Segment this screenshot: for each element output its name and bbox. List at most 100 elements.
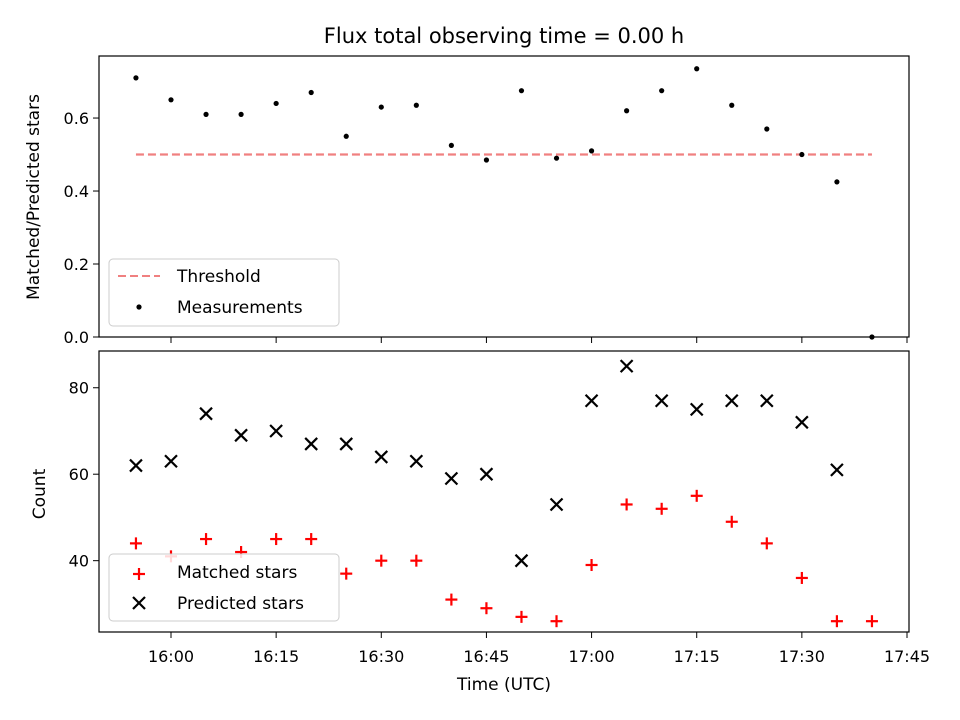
- measurement-point: [799, 151, 805, 158]
- matched-stars-point: [655, 502, 668, 515]
- predicted-stars-point: [689, 402, 704, 417]
- y-tick-label: 60: [69, 465, 89, 484]
- matched-stars-point: [480, 602, 493, 615]
- top-plot-area: [133, 66, 875, 340]
- matched-stars-point: [865, 615, 878, 628]
- predicted-stars-point: [654, 393, 669, 408]
- matched-stars-point: [515, 610, 528, 623]
- matched-stars-point: [445, 593, 458, 606]
- measurement-point: [378, 104, 384, 110]
- x-tick-label: 16:45: [463, 647, 509, 666]
- matched-stars-point: [550, 615, 563, 628]
- predicted-stars-point: [304, 437, 318, 451]
- predicted-stars-point: [199, 406, 213, 421]
- measurement-point: [448, 142, 454, 149]
- measurement-point: [764, 126, 770, 132]
- predicted-stars-point: [409, 454, 424, 469]
- x-tick-label: 17:15: [674, 647, 720, 666]
- x-axis-label: Time (UTC): [456, 675, 551, 695]
- predicted-stars-point: [549, 497, 564, 512]
- measurement-point: [343, 133, 349, 139]
- predicted-stars-point: [269, 424, 283, 438]
- predicted-stars-point: [374, 450, 389, 464]
- matched-stars-point: [410, 554, 423, 567]
- predicted-stars-point: [795, 415, 809, 430]
- bottom-plot-area: [129, 359, 878, 628]
- top-y-ticks: 0.0 0.2 0.4 0.6: [64, 109, 99, 347]
- measurement-point: [553, 155, 560, 161]
- predicted-stars-point: [444, 471, 459, 486]
- predicted-stars-point: [234, 428, 248, 443]
- matched-stars-point: [725, 515, 738, 528]
- predicted-stars-point: [514, 553, 529, 568]
- bottom-legend: Matched stars Predicted stars: [108, 553, 340, 622]
- bottom-y-axis-label: Count: [30, 468, 50, 519]
- measurement-point: [133, 75, 139, 81]
- matched-stars-point: [129, 537, 142, 550]
- predicted-stars-point: [619, 359, 634, 373]
- legend-matched-swatch: [133, 568, 145, 580]
- legend-matched-label: Matched stars: [177, 563, 297, 583]
- x-tick-label: 16:15: [253, 647, 299, 666]
- measurement-point: [168, 97, 174, 103]
- legend-measurements-swatch: [136, 304, 142, 310]
- predicted-stars-point: [830, 463, 844, 477]
- y-tick-label: 40: [69, 552, 89, 571]
- y-tick-label: 0.2: [64, 255, 89, 274]
- x-tick-label: 16:30: [358, 647, 404, 666]
- y-tick-label: 0.4: [64, 182, 89, 201]
- predicted-stars-point: [760, 393, 774, 408]
- matched-stars-point: [200, 533, 213, 546]
- top-x-ticks: [170, 337, 908, 343]
- predicted-stars-point: [479, 467, 494, 481]
- measurement-point: [273, 100, 279, 107]
- matched-stars-point: [690, 489, 703, 502]
- legend-measurements-label: Measurements: [177, 298, 303, 318]
- measurement-point: [203, 111, 209, 117]
- matched-stars-point: [830, 615, 843, 628]
- matched-stars-point: [620, 498, 633, 511]
- x-tick-label: 16:00: [148, 647, 194, 666]
- matched-stars-point: [340, 567, 353, 580]
- chart-title: Flux total observing time = 0.00 h: [324, 24, 684, 48]
- matched-stars-point: [305, 533, 318, 546]
- legend-predicted-label: Predicted stars: [177, 594, 304, 614]
- top-legend: Threshold Measurements: [108, 258, 340, 327]
- measurement-point: [518, 88, 525, 94]
- x-tick-label: 17:30: [779, 647, 825, 666]
- legend-predicted-swatch: [132, 596, 146, 610]
- bottom-x-ticks: 16:00 16:15 16:30 16:45 17:00 17:15 17:30 17:45: [148, 632, 930, 666]
- measurement-point: [238, 111, 244, 117]
- measurement-point: [694, 66, 700, 72]
- matched-stars-point: [585, 558, 598, 571]
- measurement-point: [413, 102, 419, 108]
- top-legend-box: [108, 258, 340, 327]
- bottom-y-ticks: 40 60 80: [69, 379, 99, 571]
- matched-stars-point: [270, 533, 283, 546]
- measurement-point: [588, 148, 595, 154]
- predicted-stars-point: [164, 454, 178, 469]
- legend-threshold-label: Threshold: [176, 267, 261, 287]
- y-tick-label: 0.0: [64, 328, 89, 347]
- y-tick-label: 80: [69, 379, 89, 398]
- bottom-legend-box: [108, 553, 340, 622]
- matched-stars-point: [760, 537, 773, 550]
- measurement-point: [308, 89, 314, 96]
- predicted-stars-point: [129, 458, 143, 473]
- predicted-stars-point: [339, 437, 354, 451]
- predicted-stars-point: [584, 393, 599, 408]
- y-tick-label: 0.6: [64, 109, 89, 128]
- matched-stars-point: [795, 571, 808, 584]
- predicted-stars-point: [724, 393, 739, 408]
- measurement-point: [624, 108, 630, 114]
- bottom-axes-frame: [98, 350, 910, 633]
- measurement-point: [729, 102, 735, 108]
- x-tick-label: 17:00: [569, 647, 615, 666]
- measurement-point: [659, 88, 665, 94]
- top-panel: 0.0 0.2 0.4 0.6 Matched/Predicted stars Thr…: [24, 55, 910, 347]
- top-y-axis-label: Matched/Predicted stars: [24, 94, 44, 300]
- bottom-panel: 40 60 80 16:00 16:15 16:30 16:45 17:00 17:15 17:…: [30, 350, 930, 695]
- matched-stars-point: [375, 554, 388, 567]
- top-axes-frame: [98, 55, 910, 338]
